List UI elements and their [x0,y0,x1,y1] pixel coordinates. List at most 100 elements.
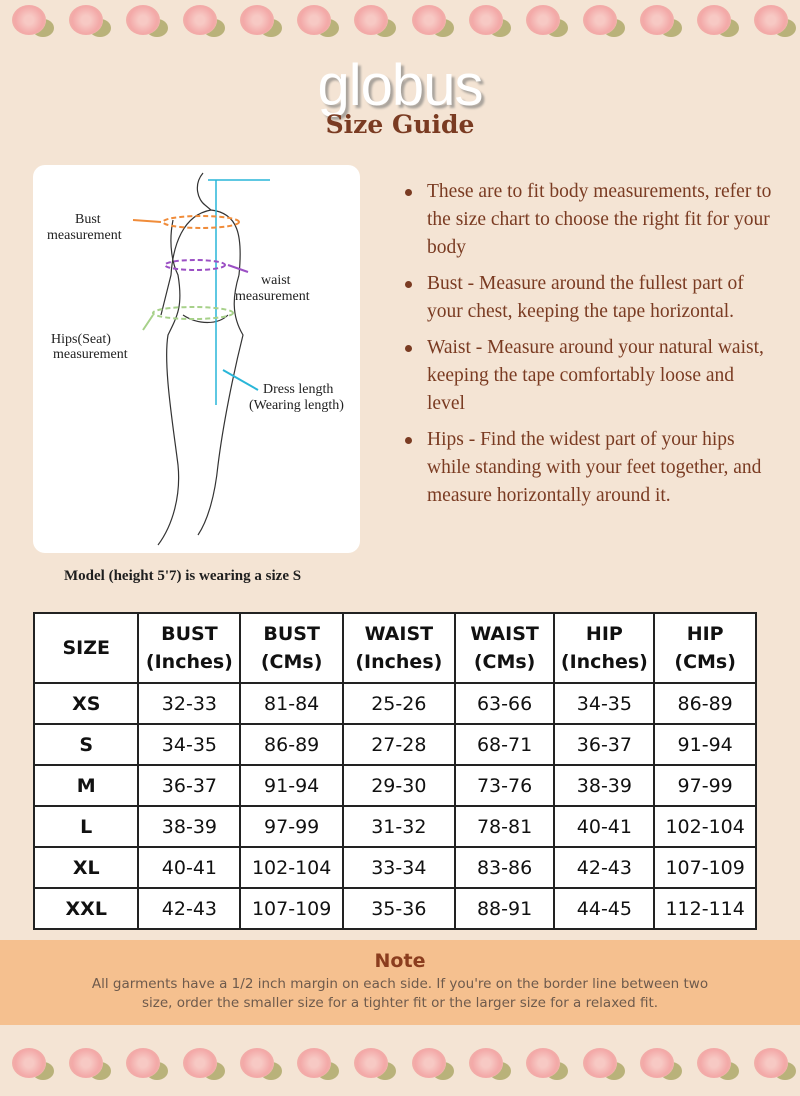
measurement-cell: 40-41 [137,846,242,889]
measurement-cell: 112-114 [653,887,757,930]
header-unit: (Inches) [145,651,233,673]
header-unit: (Inches) [355,651,443,673]
flower-decoration [354,5,389,35]
measurement-cell: 31-32 [341,805,456,848]
measurement-cell: 107-109 [239,887,344,930]
measurement-cell: 78-81 [453,805,556,848]
measurement-cell: 73-76 [453,764,556,807]
header-unit: (CMs) [674,651,736,673]
measurement-cell: 38-39 [553,764,656,807]
measurement-cell: 83-86 [453,846,556,889]
measurement-cell: 34-35 [553,682,656,725]
measurement-cell: 81-84 [239,682,344,725]
header-line: HIP [686,623,724,645]
flower-decoration [182,1048,217,1078]
flower-decoration [697,1048,732,1078]
flower-decoration [68,1048,103,1078]
table-row: XL 40-41 102-104 33-34 83-86 42-43 107-109 [32,846,757,889]
measurement-cell: 36-37 [137,764,242,807]
flower-decoration [582,1048,617,1078]
measurement-instructions: These are to fit body measurements, refe… [403,178,773,518]
header-line: BUST [263,623,320,645]
measurement-cell: 88-91 [453,887,556,930]
column-header: HIP (CMs) [653,612,757,684]
page-title: Size Guide [325,110,475,139]
hips-label: Hips(Seat) measurement [51,332,128,362]
measurement-cell: 40-41 [553,805,656,848]
header-line: BUST [161,623,218,645]
column-header: SIZE [32,612,140,684]
measurement-cell: 32-33 [137,682,242,725]
flower-decoration [182,5,217,35]
instruction-item: Bust - Measure around the fullest part o… [403,270,773,326]
measurement-cell: 38-39 [137,805,242,848]
measurement-cell: 68-71 [453,723,556,766]
flower-decoration [11,5,46,35]
measurement-cell: 36-37 [553,723,656,766]
floral-border-bottom [0,1030,800,1096]
column-header: WAIST (Inches) [341,612,456,684]
header-unit: (CMs) [260,651,323,673]
table-row: XXL 42-43 107-109 35-36 88-91 44-45 112-114 [32,887,757,930]
floral-border-top [0,0,800,40]
table-row: L 38-39 97-99 31-32 78-81 40-41 102-104 [32,805,757,848]
bust-label: Bust measurement [47,212,122,243]
measurement-cell: 42-43 [137,887,242,930]
flower-decoration [640,5,675,35]
flower-decoration [297,1048,332,1078]
note-title: Note [374,950,426,972]
table-row: XS 32-33 81-84 25-26 63-66 34-35 86-89 [32,682,757,725]
column-header: BUST (CMs) [239,612,344,684]
note-text: All garments have a 1/2 inch margin on e… [91,976,709,1011]
measurement-cell: 25-26 [341,682,456,725]
note-banner: Note All garments have a 1/2 inch margin… [0,940,800,1025]
flower-decoration [354,1048,389,1078]
measurement-cell: 42-43 [553,846,656,889]
flower-decoration [754,1048,789,1078]
instruction-item: Waist - Measure around your natural wais… [403,334,773,418]
flower-decoration [411,5,446,35]
header-line: SIZE [62,637,110,659]
flower-decoration [240,5,275,35]
header-unit: (CMs) [473,651,536,673]
flower-decoration [125,1048,160,1078]
size-chart-table: SIZE BUST (Inches) BUST (CMs) WAIST (Inches) WA… [32,612,757,930]
instruction-item: Hips - Find the widest part of your hips… [403,426,773,510]
waist-label: waist measurement [235,273,310,304]
measurement-cell: 86-89 [239,723,344,766]
flower-decoration [240,1048,275,1078]
flower-decoration [125,5,160,35]
flower-decoration [525,1048,560,1078]
measurement-cell: 107-109 [653,846,757,889]
size-cell: M [32,764,140,807]
size-cell: L [32,805,140,848]
header-unit: (Inches) [560,651,648,673]
measurement-cell: 44-45 [553,887,656,930]
measurement-cell: 97-99 [239,805,344,848]
measurement-cell: 29-30 [341,764,456,807]
table-row: M 36-37 91-94 29-30 73-76 38-39 97-99 [32,764,757,807]
measurement-cell: 27-28 [341,723,456,766]
brand-logo: globus [317,53,484,118]
column-header: WAIST (CMs) [453,612,556,684]
measurement-cell: 86-89 [653,682,757,725]
header-line: WAIST [470,623,539,645]
model-silhouette [157,172,244,546]
measurement-cell: 102-104 [653,805,757,848]
size-cell: S [32,723,140,766]
column-header: HIP (Inches) [553,612,656,684]
flower-decoration [754,5,789,35]
flower-decoration [297,5,332,35]
flower-decoration [525,5,560,35]
instruction-item: These are to fit body measurements, refe… [403,178,773,262]
measurement-cell: 97-99 [653,764,757,807]
flower-decoration [68,5,103,35]
measurement-cell: 34-35 [137,723,242,766]
header-line: WAIST [364,623,434,645]
flower-decoration [697,5,732,35]
size-cell: XXL [32,887,140,930]
flower-decoration [11,1048,46,1078]
flower-decoration [468,1048,503,1078]
size-cell: XS [32,682,140,725]
model-caption: Model (height 5'7) is wearing a size S [64,568,302,584]
